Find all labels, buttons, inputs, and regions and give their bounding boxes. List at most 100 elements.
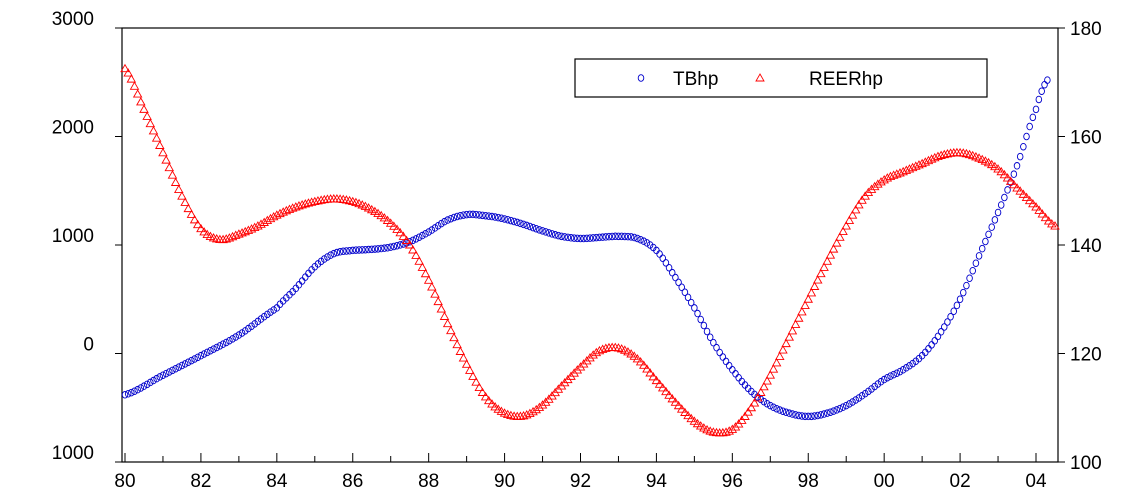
reerhp-point (901, 165, 912, 174)
tbhp-point (814, 411, 821, 420)
tbhp-point (694, 309, 701, 318)
x-tick-label: 90 (494, 471, 515, 492)
reerhp-point (338, 194, 349, 204)
reerhp-point (727, 424, 738, 433)
tbhp-point (801, 412, 809, 421)
reerhp-point (828, 244, 839, 253)
reerhp-point (594, 345, 605, 355)
reerhp-point (291, 202, 301, 211)
tbhp-point (944, 318, 951, 326)
reerhp-point (471, 377, 481, 386)
tbhp-point (792, 411, 799, 419)
tbhp-point (675, 278, 682, 287)
y-left-tick-label: 2000 (52, 118, 94, 139)
reerhp-point (136, 97, 146, 106)
reerhp-point (781, 338, 791, 348)
tbhp-point (827, 408, 834, 416)
tbhp-point (906, 362, 913, 370)
tbhp-point (858, 392, 866, 400)
reerhp-point (936, 150, 946, 159)
tbhp-point (849, 398, 856, 406)
tbhp-point (852, 396, 859, 404)
tbhp-point (153, 374, 160, 383)
tbhp-point (820, 410, 828, 418)
tbhp-point (441, 217, 448, 226)
tbhp-point (191, 355, 198, 363)
y-left-tick-label: 1000 (52, 443, 94, 464)
tbhp-point (181, 360, 189, 368)
tbhp-point (668, 268, 676, 277)
tbhp-point (545, 229, 553, 237)
tbhp-point (1016, 152, 1024, 161)
reerhp-point (667, 393, 678, 403)
tbhp-point (340, 247, 347, 256)
y-left-tick-label: 3000 (52, 9, 94, 30)
reerhp-point (683, 410, 693, 420)
tbhp-point (719, 353, 727, 361)
reerhp-point (192, 219, 203, 229)
tbhp-point (659, 254, 666, 262)
tbhp-point (893, 369, 901, 377)
tbhp-point (330, 249, 338, 258)
tbhp-point (678, 283, 685, 292)
tbhp-point (1044, 76, 1051, 84)
reerhp-point (281, 205, 292, 215)
reerhp-point (642, 364, 652, 373)
tbhp-point (358, 246, 366, 254)
reerhp-point (869, 181, 880, 191)
tbhp-point (371, 245, 379, 253)
tbhp-point (700, 321, 708, 330)
tbhp-point (517, 219, 524, 228)
tbhp-point (846, 400, 853, 408)
reerhp-point (313, 196, 323, 205)
tbhp-point (121, 390, 129, 399)
x-tick-label: 92 (570, 471, 591, 492)
tbhp-point (956, 295, 964, 304)
reerhp-point (585, 353, 595, 362)
reerhp-point (389, 221, 399, 230)
reerhp-point (926, 154, 937, 163)
tbhp-point (577, 234, 584, 243)
tbhp-point (526, 222, 534, 231)
reerhp-point (819, 262, 829, 271)
tbhp-point (362, 245, 369, 254)
reerhp-point (718, 427, 728, 437)
tbhp-point (786, 409, 793, 417)
tbhp-point (513, 218, 521, 227)
tbhp-point (950, 307, 958, 315)
tbhp-point (1023, 132, 1030, 141)
tbhp-point (839, 403, 847, 411)
tbhp-point (672, 273, 679, 282)
reerhp-point (417, 262, 428, 271)
reerhp-point (180, 197, 190, 206)
reerhp-point (597, 344, 608, 353)
tbhp-point (779, 407, 787, 415)
tbhp-point (169, 366, 176, 375)
tbhp-point (823, 409, 831, 417)
reerhp-point (1012, 183, 1022, 192)
tbhp-point (994, 208, 1002, 217)
reerhp-point (427, 282, 437, 291)
tbhp-point (222, 338, 230, 347)
tbhp-point (128, 388, 135, 397)
reerhp-point (446, 325, 456, 335)
reerhp-point (148, 125, 159, 135)
reerhp-point (167, 170, 178, 179)
reerhp-point (120, 63, 130, 73)
tbhp-point (928, 341, 935, 349)
tbhp-point (460, 211, 467, 219)
tbhp-point (346, 246, 353, 255)
tbhp-point (966, 274, 973, 282)
reerhp-point (993, 164, 1003, 173)
tbhp-point (947, 312, 954, 321)
tbhp-point (887, 372, 894, 380)
reerhp-point (1024, 195, 1035, 205)
tbhp-point (415, 233, 423, 242)
tbhp-point (232, 333, 239, 341)
tbhp-point (732, 370, 739, 378)
reerhp-point (1040, 212, 1051, 222)
reerhp-point (657, 383, 668, 392)
x-tick-label: 80 (114, 471, 135, 492)
tbhp-point (336, 248, 344, 256)
